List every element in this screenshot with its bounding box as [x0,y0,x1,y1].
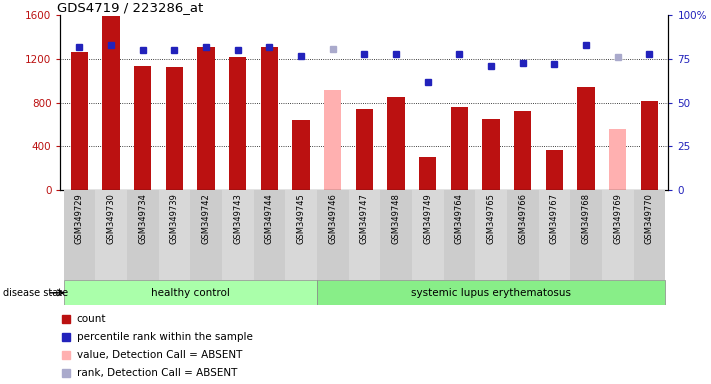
Bar [380,190,412,280]
Text: healthy control: healthy control [151,288,230,298]
Text: count: count [77,314,106,324]
Text: GSM349743: GSM349743 [233,193,242,244]
Bar [191,190,222,280]
Text: GSM349765: GSM349765 [486,193,496,244]
Bar [70,53,88,190]
Bar [451,107,468,190]
Text: systemic lupus erythematosus: systemic lupus erythematosus [411,288,571,298]
Bar [602,190,634,280]
Text: GSM349768: GSM349768 [582,193,591,244]
Text: GSM349766: GSM349766 [518,193,527,244]
Bar [254,190,285,280]
Text: GSM349734: GSM349734 [138,193,147,244]
Bar [444,190,475,280]
Bar [127,190,159,280]
Text: GSM349748: GSM349748 [392,193,400,244]
Text: GSM349769: GSM349769 [613,193,622,244]
Text: GSM349744: GSM349744 [265,193,274,243]
Bar [419,157,437,190]
Text: GSM349746: GSM349746 [328,193,337,244]
Bar [159,190,191,280]
Bar [545,150,563,190]
Bar [134,66,151,190]
Text: percentile rank within the sample: percentile rank within the sample [77,332,252,342]
Bar [634,190,665,280]
Bar [482,119,500,190]
Text: GSM349747: GSM349747 [360,193,369,244]
Bar [166,67,183,190]
Bar [292,120,310,190]
Bar [356,109,373,190]
Bar [102,17,119,190]
Bar [507,190,538,280]
Text: GSM349770: GSM349770 [645,193,654,244]
Bar [63,190,95,280]
Text: GSM349739: GSM349739 [170,193,179,244]
Bar [609,129,626,190]
Text: GDS4719 / 223286_at: GDS4719 / 223286_at [58,1,203,14]
Bar [387,97,405,190]
Text: GSM349730: GSM349730 [107,193,116,244]
Text: disease state: disease state [4,288,68,298]
Text: rank, Detection Call = ABSENT: rank, Detection Call = ABSENT [77,367,237,378]
Bar [95,190,127,280]
Bar [348,190,380,280]
Bar [475,190,507,280]
Bar [261,47,278,190]
Bar [317,280,665,305]
Text: GSM349764: GSM349764 [455,193,464,244]
Text: GSM349742: GSM349742 [202,193,210,243]
Bar [514,111,531,190]
Bar [641,101,658,190]
Text: GSM349767: GSM349767 [550,193,559,244]
Bar [538,190,570,280]
Bar [577,88,594,190]
Text: value, Detection Call = ABSENT: value, Detection Call = ABSENT [77,350,242,360]
Bar [285,190,317,280]
Bar [317,190,348,280]
Bar [412,190,444,280]
Text: GSM349749: GSM349749 [423,193,432,243]
Bar [63,280,317,305]
Bar [324,89,341,190]
Bar [229,57,247,190]
Bar [198,47,215,190]
Bar [570,190,602,280]
Text: GSM349729: GSM349729 [75,193,84,243]
Bar [222,190,254,280]
Text: GSM349745: GSM349745 [296,193,306,243]
